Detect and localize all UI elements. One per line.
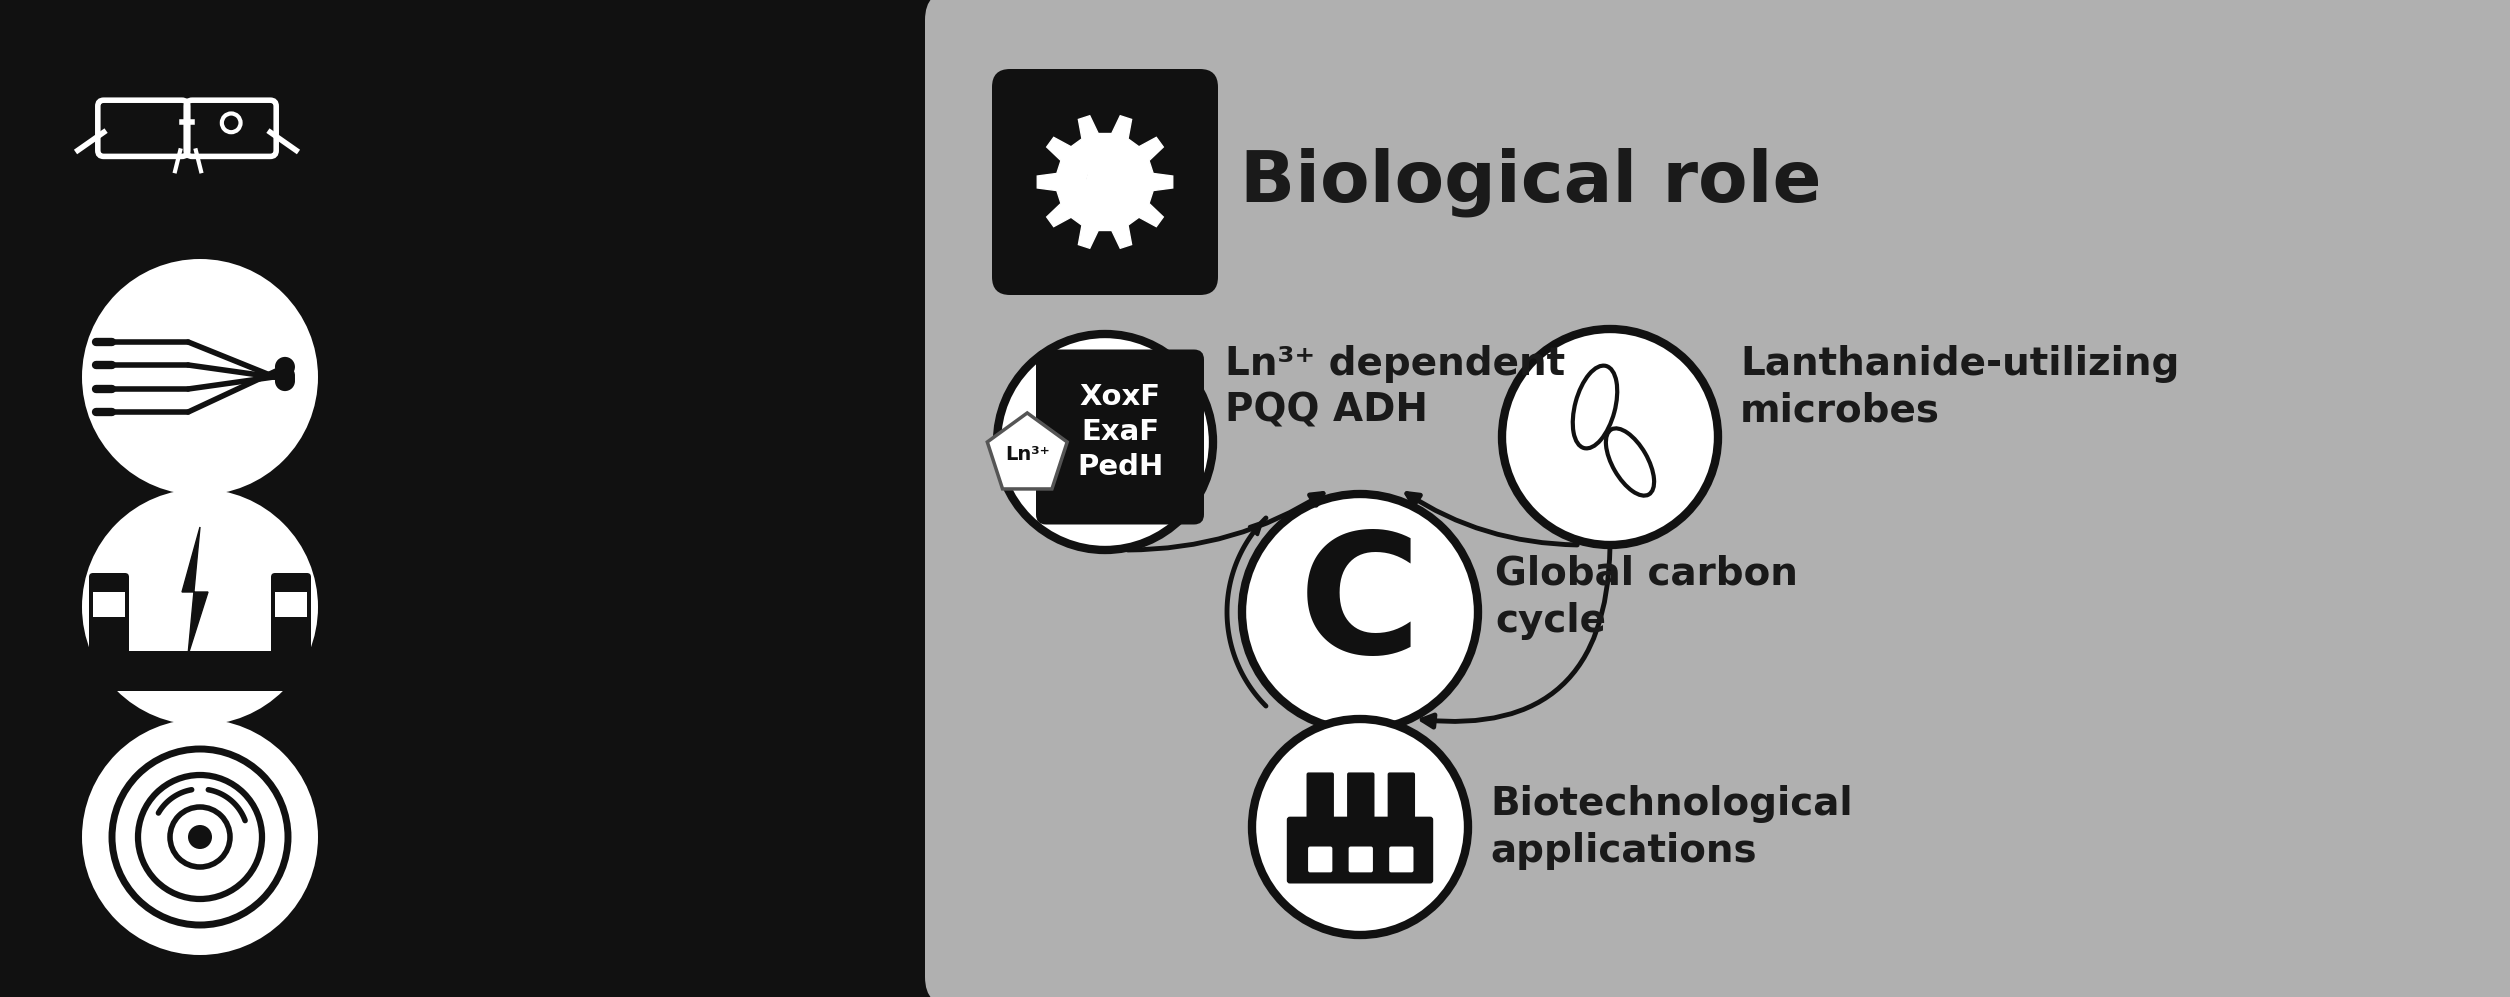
Circle shape: [1501, 329, 1717, 545]
Text: Biotechnological
applications: Biotechnological applications: [1491, 785, 1852, 869]
Bar: [276, 592, 306, 617]
FancyBboxPatch shape: [1288, 817, 1433, 883]
Text: Ln³⁺: Ln³⁺: [1004, 446, 1049, 465]
FancyBboxPatch shape: [1388, 846, 1413, 872]
Text: XoxF
ExaF
PedH: XoxF ExaF PedH: [1077, 384, 1162, 481]
FancyBboxPatch shape: [991, 69, 1217, 295]
FancyBboxPatch shape: [1348, 773, 1375, 822]
FancyBboxPatch shape: [1308, 846, 1333, 872]
Ellipse shape: [1606, 429, 1654, 496]
Circle shape: [188, 825, 211, 849]
FancyBboxPatch shape: [271, 573, 311, 691]
Bar: [93, 592, 126, 617]
FancyArrowPatch shape: [1406, 494, 1576, 545]
Circle shape: [1087, 164, 1124, 200]
Polygon shape: [183, 527, 208, 655]
Text: C: C: [1298, 525, 1421, 689]
Text: Global carbon
cycle: Global carbon cycle: [1496, 554, 1797, 639]
FancyArrowPatch shape: [1127, 494, 1323, 550]
Circle shape: [996, 334, 1212, 550]
Text: Lanthanide-utilizing
microbes: Lanthanide-utilizing microbes: [1739, 345, 2179, 430]
Circle shape: [1252, 719, 1468, 935]
FancyBboxPatch shape: [1348, 846, 1373, 872]
FancyBboxPatch shape: [88, 573, 128, 691]
Circle shape: [276, 369, 296, 389]
Circle shape: [1242, 494, 1478, 730]
Polygon shape: [1037, 116, 1172, 248]
Circle shape: [83, 489, 319, 725]
Circle shape: [276, 357, 296, 377]
Ellipse shape: [1084, 151, 1135, 219]
FancyBboxPatch shape: [1308, 773, 1333, 822]
Polygon shape: [986, 413, 1067, 489]
Circle shape: [276, 371, 296, 391]
Circle shape: [276, 366, 296, 386]
Circle shape: [83, 259, 319, 495]
FancyBboxPatch shape: [926, 0, 2510, 997]
FancyBboxPatch shape: [88, 651, 311, 691]
FancyBboxPatch shape: [1037, 350, 1205, 524]
Text: Biological role: Biological role: [1240, 148, 1822, 216]
Text: Ln³⁺ dependent
PQQ ADH: Ln³⁺ dependent PQQ ADH: [1225, 345, 1566, 430]
Circle shape: [83, 719, 319, 955]
Ellipse shape: [1574, 366, 1616, 449]
FancyBboxPatch shape: [1388, 773, 1416, 822]
FancyArrowPatch shape: [1423, 547, 1609, 727]
